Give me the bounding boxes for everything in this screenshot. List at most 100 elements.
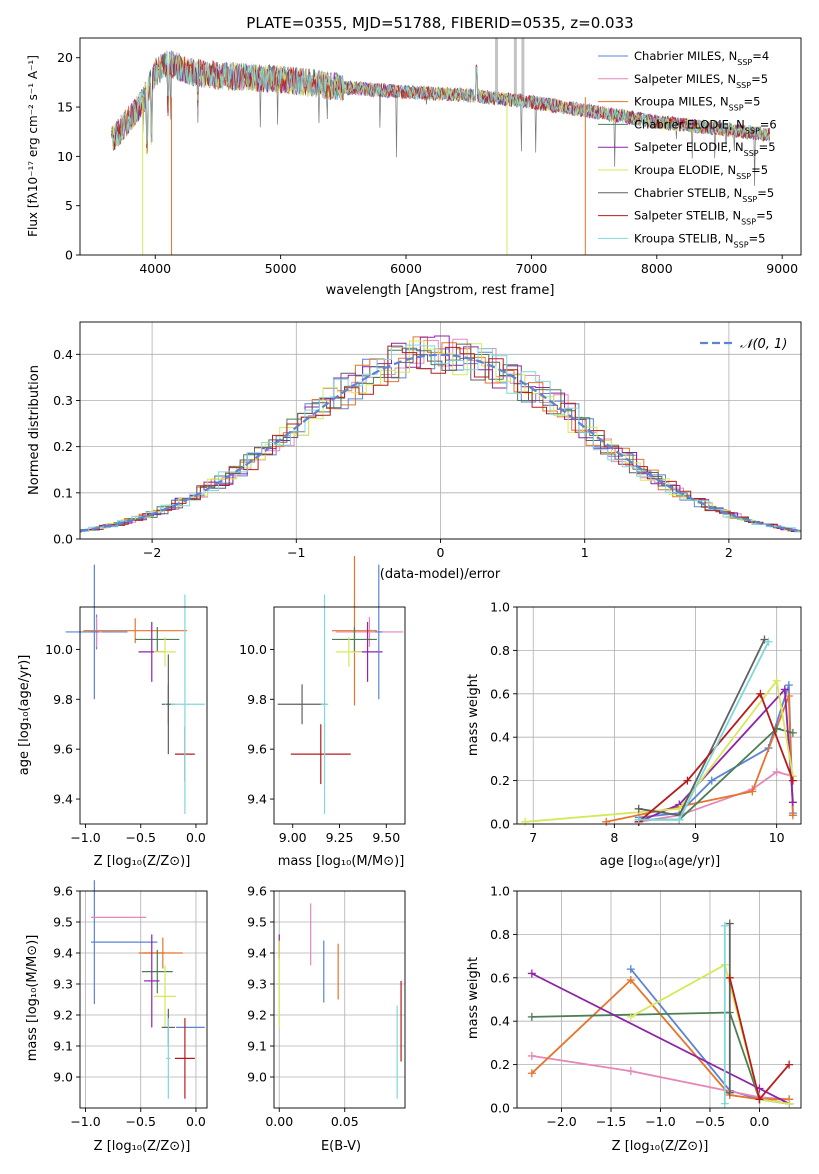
x-tick-label: 6000 (390, 261, 422, 276)
x-tick-label: −0.5 (126, 1114, 156, 1129)
mass-vs-extinction-panel: 0.00 0.05 9.0 9.1 9.2 9.3 9.4 9.5 9.6 (247, 884, 406, 1130)
axis-frame (516, 606, 802, 825)
y-tick-label: 9.6 (53, 884, 73, 899)
x-tick-label: 7 (529, 830, 537, 845)
axis-frame (273, 890, 406, 1109)
y-tick-label: 10.0 (45, 642, 73, 657)
x-tick-label: 0 (437, 545, 445, 560)
spectrum-ylabel: Flux [fλ10⁻¹⁷ erg cm⁻² s⁻¹ A⁻¹] (26, 55, 40, 237)
histogram-step (80, 347, 801, 532)
x-tick-label: −0.5 (695, 1114, 725, 1129)
legend-label: Salpeter MILES, NSSP=5 (634, 72, 768, 90)
masked-region (495, 38, 499, 98)
y-tick-label: 0.6 (490, 686, 510, 701)
y-tick-label: 9.0 (53, 1070, 73, 1085)
plot-content (91, 880, 205, 1099)
weight-marker (626, 1067, 635, 1076)
ticks: −1.0 −0.5 0.0 9.4 9.6 9.8 10.0 (45, 642, 206, 845)
y-tick-label: 9.6 (247, 742, 267, 757)
x-tick-label: −2.0 (546, 1114, 576, 1129)
x-tick-label: −0.5 (126, 830, 156, 845)
p6-xlabel: Z [log₁₀(Z/Z⊙)] (612, 1139, 709, 1154)
y-tick-label: 1.0 (490, 884, 510, 899)
ticks: 0.00 0.05 9.0 9.1 9.2 9.3 9.4 9.5 9.6 (247, 884, 359, 1130)
x-tick-label: 0.0 (186, 1114, 206, 1129)
y-tick-label: 0.8 (490, 643, 510, 658)
y-tick-label: 9.5 (247, 915, 267, 930)
x-tick-label: 9.50 (372, 830, 400, 845)
y-tick-label: 9.1 (247, 1039, 267, 1054)
weight-marker (527, 1012, 536, 1021)
p4-xlabel: Z [log₁₀(Z/Z⊙)] (94, 1139, 191, 1154)
weight-marker (720, 921, 729, 930)
weight-marker (772, 767, 781, 776)
axis-frame (516, 890, 802, 1109)
weight-marker (788, 811, 797, 820)
mass-vs-metallicity-panel: −1.0 −0.5 0.0 9.0 9.1 9.2 9.3 9.4 9.5 9.6 (53, 880, 208, 1129)
weight-marker (788, 798, 797, 807)
x-tick-label: −1.0 (645, 1114, 675, 1129)
spectrum-ticks: 4000 5000 6000 7000 8000 9000 0 5 10 15 20 (57, 50, 798, 276)
p1-ylabel: age [log₁₀(age/yr)] (17, 655, 32, 776)
y-tick-label: 9.4 (247, 946, 267, 961)
spectrum-line (111, 51, 771, 146)
weight-marker (725, 919, 734, 928)
y-tick-label: 0.0 (490, 817, 510, 832)
y-tick-label: 0.3 (53, 393, 73, 408)
legend-label: Salpeter ELODIE, NSSP=5 (634, 140, 776, 158)
y-tick-label: 9.4 (247, 792, 267, 807)
y-tick-label: 9.1 (53, 1039, 73, 1054)
spectrum-series (110, 38, 771, 255)
histogram-ticks: −2 −1 0 1 2 0.0 0.1 0.2 0.3 0.4 (53, 347, 733, 560)
y-tick-label: 0.0 (53, 532, 73, 547)
weight-line (525, 678, 794, 823)
y-tick-label: 9.2 (53, 1008, 73, 1023)
y-tick-label: 9.6 (53, 742, 73, 757)
y-tick-label: 0.4 (490, 730, 510, 745)
histogram-series (80, 335, 801, 533)
weight-marker (626, 965, 635, 974)
y-tick-label: 0.6 (490, 970, 510, 985)
y-tick-label: 9.6 (247, 884, 267, 899)
weight-marker (634, 815, 643, 824)
grid (274, 890, 405, 1108)
y-tick-label: 9.8 (53, 692, 73, 707)
plot-content (277, 555, 404, 815)
ticks: −2.0 −1.5 −1.0 −0.5 0.0 0.0 0.2 0.4 0.6 0.8 1.0 (490, 884, 769, 1130)
y-tick-label: 20 (57, 50, 73, 65)
x-tick-label: 8 (610, 830, 618, 845)
histogram-ylabel: Normed distribution (27, 365, 42, 495)
gaussian-legend-label: 𝒩(0, 1) (740, 337, 787, 352)
p1-xlabel: Z [log₁₀(Z/Z⊙)] (94, 854, 191, 869)
legend-label: Chabrier ELODIE, NSSP=6 (634, 117, 777, 135)
weight-marker (785, 1099, 794, 1108)
y-tick-label: 0.4 (53, 347, 73, 362)
weight-marker (527, 1069, 536, 1078)
legend-label: Kroupa STELIB, NSSP=5 (634, 231, 765, 249)
legend-label: Chabrier STELIB, NSSP=5 (634, 186, 774, 204)
histogram-xlabel: (data-model)/error (380, 567, 501, 582)
mass-weight-vs-metallicity-panel: −2.0 −1.5 −1.0 −0.5 0.0 0.0 0.2 0.4 0.6 0.8 1.0 (490, 884, 802, 1130)
legend-label: Kroupa ELODIE, NSSP=5 (634, 163, 768, 181)
weight-marker (788, 776, 797, 785)
p2-xlabel: mass [log₁₀(M/M⊙)] (278, 854, 405, 869)
spectrum-panel: PLATE=0355, MJD=51788, FIBERID=0535, z=0… (26, 14, 802, 298)
plot-content (521, 635, 797, 826)
weight-marker (784, 681, 793, 690)
y-tick-label: 0.8 (490, 927, 510, 942)
y-tick-label: 0.1 (53, 485, 73, 500)
mass-weight-vs-age-panel: 7 8 9 10 0.0 0.2 0.4 0.6 0.8 1.0 (490, 600, 802, 845)
masked-region (521, 38, 525, 98)
p6-ylabel: mass weight (466, 957, 481, 1039)
y-tick-label: 10.0 (239, 642, 267, 657)
weight-line (531, 1055, 790, 1101)
axis-frame (79, 606, 208, 825)
y-tick-label: 0.4 (490, 1014, 510, 1029)
y-tick-label: 9.4 (53, 792, 73, 807)
weight-marker (780, 685, 789, 694)
y-tick-label: 0.2 (53, 439, 73, 454)
weight-marker (527, 969, 536, 978)
age-vs-metallicity-panel: −1.0 −0.5 0.0 9.4 9.6 9.8 10.0 (45, 564, 208, 845)
weight-marker (707, 776, 716, 785)
